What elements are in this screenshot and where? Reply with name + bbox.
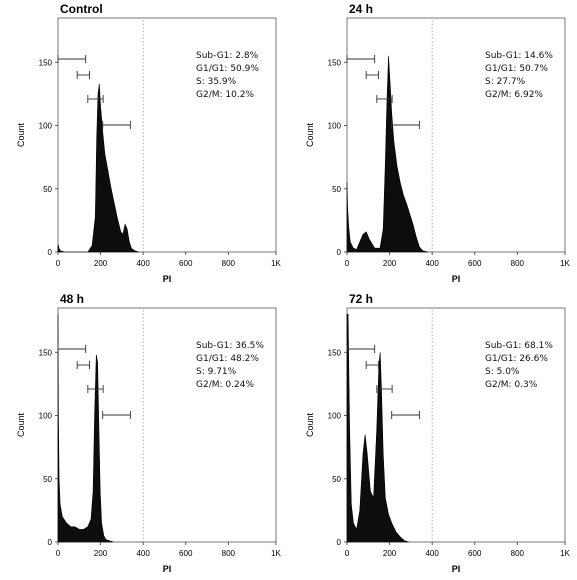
gate-bracket bbox=[346, 55, 376, 63]
y-tick-label: 0 bbox=[48, 248, 53, 257]
y-tick-label: 0 bbox=[337, 248, 342, 257]
histogram-area bbox=[57, 314, 114, 543]
gate-stat-label: Sub-G1: 14.6% bbox=[485, 51, 553, 61]
x-tick-label: 600 bbox=[468, 549, 482, 558]
histogram-svg: 0 200 400 600 800 1K 0 50 100 150 48 h PI Count Sub-G… bbox=[16, 292, 282, 574]
gate-bracket bbox=[365, 71, 379, 79]
y-tick-label: 50 bbox=[332, 475, 341, 484]
y-tick-label: 150 bbox=[328, 348, 342, 357]
x-tick-label: 0 bbox=[56, 259, 61, 268]
gate-stat-label: G2/M: 0.24% bbox=[196, 380, 254, 390]
gate-stat-label: G1/G1: 50.9% bbox=[196, 64, 259, 74]
x-tick-label: 600 bbox=[179, 259, 193, 268]
panel-title: 48 h bbox=[60, 292, 84, 306]
y-tick-label: 50 bbox=[43, 185, 52, 194]
gate-bracket bbox=[87, 385, 104, 393]
y-tick-label: 50 bbox=[332, 185, 341, 194]
gate-stat-label: Sub-G1: 68.1% bbox=[485, 341, 553, 351]
y-tick-label: 0 bbox=[48, 538, 53, 547]
x-axis-label: PI bbox=[163, 274, 172, 284]
gate-bracket bbox=[102, 121, 131, 129]
histogram-panel-control: 0 200 400 600 800 1K 0 50 100 150 Control PI Count Su… bbox=[0, 0, 288, 290]
gate-bracket bbox=[376, 385, 393, 393]
panel-title: Control bbox=[60, 2, 103, 16]
y-axis-label: Count bbox=[305, 413, 315, 438]
x-tick-label: 0 bbox=[345, 549, 350, 558]
x-tick-label: 1K bbox=[560, 549, 570, 558]
gate-bracket bbox=[391, 121, 420, 129]
gate-stat-label: G2/M: 0.3% bbox=[485, 380, 538, 390]
gate-stat-label: Sub-G1: 36.5% bbox=[196, 341, 264, 351]
histogram-panel-72h: 0 200 400 600 800 1K 0 50 100 150 72 h PI Count Sub-G… bbox=[289, 290, 577, 580]
gate-stat-label: S: 35.9% bbox=[196, 77, 237, 87]
histogram-svg: 0 200 400 600 800 1K 0 50 100 150 72 h PI Count Sub-G… bbox=[305, 292, 571, 574]
x-tick-label: 200 bbox=[383, 259, 397, 268]
x-tick-label: 200 bbox=[94, 259, 108, 268]
y-tick-label: 0 bbox=[337, 538, 342, 547]
y-tick-label: 150 bbox=[328, 58, 342, 67]
gate-bracket bbox=[57, 55, 87, 63]
x-tick-label: 800 bbox=[222, 549, 236, 558]
panel-title: 24 h bbox=[349, 2, 373, 16]
x-tick-label: 0 bbox=[345, 259, 350, 268]
x-tick-label: 1K bbox=[560, 259, 570, 268]
gate-stat-label: G1/G1: 26.6% bbox=[485, 354, 548, 364]
panel-title: 72 h bbox=[349, 292, 373, 306]
plot-frame bbox=[346, 17, 566, 253]
histogram-svg: 0 200 400 600 800 1K 0 50 100 150 Control PI Count Su… bbox=[16, 2, 282, 284]
gate-bracket bbox=[365, 361, 379, 369]
histogram-area bbox=[346, 314, 409, 543]
x-tick-label: 1K bbox=[271, 259, 281, 268]
gate-stat-label: G1/G1: 50.7% bbox=[485, 64, 548, 74]
y-tick-label: 100 bbox=[328, 122, 342, 131]
x-tick-label: 400 bbox=[136, 549, 150, 558]
x-tick-label: 800 bbox=[511, 259, 525, 268]
x-tick-label: 600 bbox=[179, 549, 193, 558]
gate-bracket bbox=[76, 71, 90, 79]
x-tick-label: 400 bbox=[136, 259, 150, 268]
x-tick-label: 200 bbox=[383, 549, 397, 558]
x-tick-label: 1K bbox=[271, 549, 281, 558]
gate-stat-label: S: 27.7% bbox=[485, 77, 526, 87]
x-tick-label: 800 bbox=[511, 549, 525, 558]
y-tick-label: 50 bbox=[43, 475, 52, 484]
histogram-svg: 0 200 400 600 800 1K 0 50 100 150 24 h PI Count Sub-G… bbox=[305, 2, 571, 284]
y-tick-label: 100 bbox=[328, 412, 342, 421]
x-tick-label: 400 bbox=[425, 259, 439, 268]
gate-stat-label: S: 5.0% bbox=[485, 367, 520, 377]
gate-bracket bbox=[391, 411, 420, 419]
y-tick-label: 150 bbox=[39, 58, 53, 67]
gate-bracket bbox=[57, 345, 87, 353]
y-axis-label: Count bbox=[16, 413, 26, 438]
y-axis-label: Count bbox=[16, 123, 26, 148]
y-axis-label: Count bbox=[305, 123, 315, 148]
gate-stat-label: G2/M: 10.2% bbox=[196, 90, 254, 100]
gate-stat-label: Sub-G1: 2.8% bbox=[196, 51, 259, 61]
y-tick-label: 100 bbox=[39, 412, 53, 421]
x-tick-label: 0 bbox=[56, 549, 61, 558]
y-tick-label: 100 bbox=[39, 122, 53, 131]
x-tick-label: 600 bbox=[468, 259, 482, 268]
gate-bracket bbox=[346, 345, 376, 353]
histogram-area bbox=[57, 83, 139, 253]
gate-stat-label: G2/M: 6.92% bbox=[485, 90, 543, 100]
x-tick-label: 200 bbox=[94, 549, 108, 558]
x-tick-label: 800 bbox=[222, 259, 236, 268]
gate-bracket bbox=[76, 361, 90, 369]
gate-stat-label: S: 9.71% bbox=[196, 367, 237, 377]
histogram-panel-48h: 0 200 400 600 800 1K 0 50 100 150 48 h PI Count Sub-G… bbox=[0, 290, 288, 580]
gate-stat-label: G1/G1: 48.2% bbox=[196, 354, 259, 364]
x-axis-label: PI bbox=[452, 274, 461, 284]
y-tick-label: 150 bbox=[39, 348, 53, 357]
gate-bracket bbox=[102, 411, 131, 419]
histogram-area bbox=[346, 55, 428, 253]
plot-frame bbox=[57, 17, 277, 253]
histogram-panel-24h: 0 200 400 600 800 1K 0 50 100 150 24 h PI Count Sub-G… bbox=[289, 0, 577, 290]
x-tick-label: 400 bbox=[425, 549, 439, 558]
x-axis-label: PI bbox=[452, 564, 461, 574]
gate-bracket bbox=[87, 95, 104, 103]
x-axis-label: PI bbox=[163, 564, 172, 574]
gate-bracket bbox=[376, 95, 393, 103]
